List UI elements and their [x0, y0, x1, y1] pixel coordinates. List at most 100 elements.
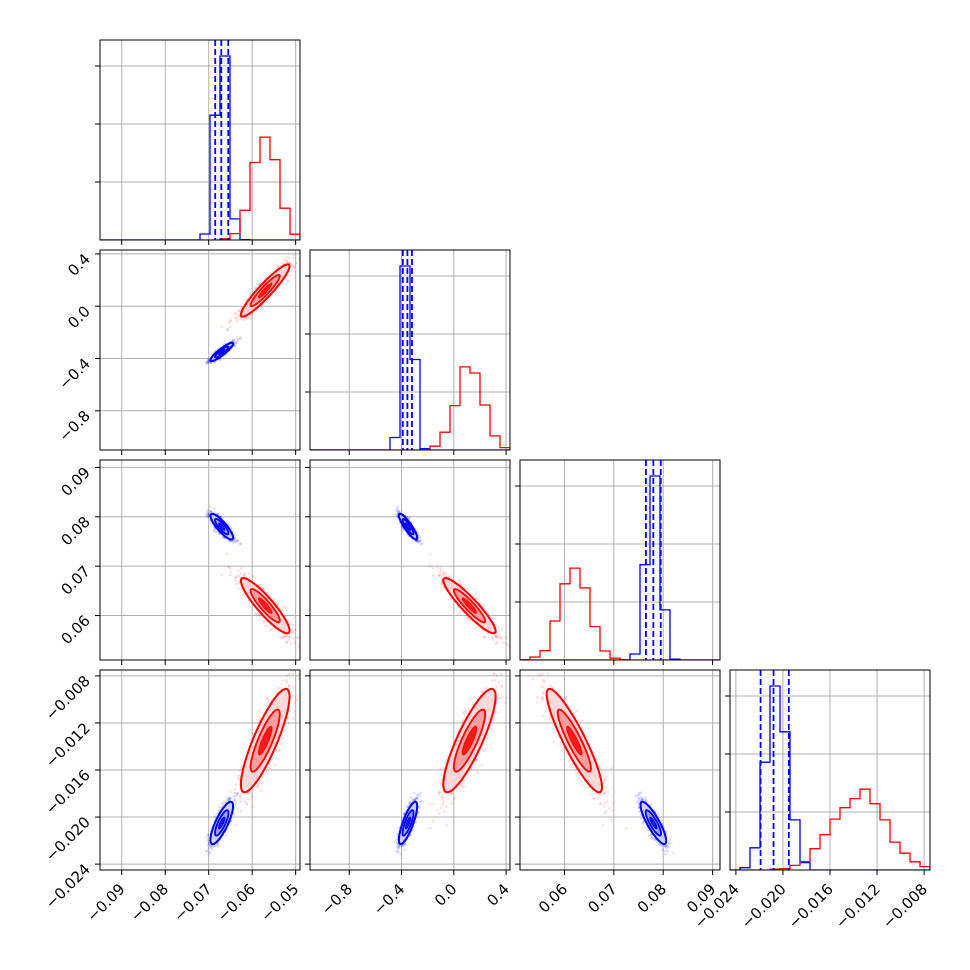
panel-frame [309, 249, 511, 451]
contour-core [218, 348, 226, 355]
scatter-point [495, 636, 499, 639]
scatter-point [258, 613, 261, 617]
scatter-point [495, 635, 498, 638]
scatter-point [213, 527, 216, 531]
scatter-point [395, 513, 399, 516]
scatter-point [281, 635, 285, 638]
scatter-point [220, 573, 223, 577]
scatter-point [227, 523, 231, 527]
scatter-point [243, 573, 246, 576]
scatter-point [397, 509, 401, 513]
scatter-point [237, 574, 241, 578]
scatter-point [220, 515, 223, 519]
panel-content [204, 250, 300, 365]
scatter-point [271, 627, 274, 630]
scatter-point [285, 634, 289, 638]
scatter-point [234, 579, 238, 582]
scatter-point [254, 612, 257, 615]
scatter-point [225, 552, 229, 556]
scatter-point [216, 512, 220, 516]
scatter-point [233, 533, 236, 536]
histogram-series-0 [100, 55, 300, 240]
scatter-point [225, 328, 229, 332]
scatter-point [260, 306, 263, 309]
scatter-point [224, 341, 227, 345]
scatter-point [242, 573, 246, 577]
scatter-point [208, 505, 212, 509]
scatter-point [283, 258, 287, 262]
scatter-point [291, 630, 295, 634]
scatter-point [396, 505, 399, 509]
scatter-point [276, 603, 280, 606]
panel-2-1 [305, 459, 511, 665]
scatter-point [226, 565, 230, 568]
contours-series-0 [209, 341, 234, 363]
scatter-point [247, 572, 250, 575]
scatter-point [210, 510, 214, 514]
scatter-point [419, 538, 423, 542]
scatter-point [495, 631, 499, 635]
scatter-point [236, 337, 240, 341]
scatter-point [213, 361, 216, 365]
scatter-point [297, 645, 300, 649]
scatter-point [289, 635, 292, 639]
scatter-point [441, 583, 444, 586]
scatter-point [237, 309, 241, 312]
scatter-point [234, 316, 238, 319]
scatter-point [207, 359, 210, 362]
scatter-point [282, 605, 286, 609]
scatter-point [290, 265, 293, 269]
scatter-point [283, 634, 286, 637]
panel-frame [99, 459, 301, 661]
scatter-point [285, 641, 289, 644]
scatter-point [233, 344, 236, 348]
scatter-point [293, 253, 297, 256]
scatter-point [289, 262, 293, 266]
scatter-point [492, 638, 495, 642]
scatter-point [218, 358, 222, 362]
scatter-point [248, 293, 252, 296]
scatter-point [288, 638, 291, 642]
scatter-point [229, 567, 232, 570]
scatter-point [234, 583, 238, 586]
scatter-point [207, 358, 210, 361]
scatter-point [287, 273, 291, 277]
scatter-point [229, 325, 232, 329]
scatter-point [263, 620, 267, 623]
scatter-point [220, 536, 224, 539]
scatter-point [291, 617, 295, 620]
scatter-point [214, 531, 218, 534]
scatter-point [238, 337, 242, 341]
scatter-point [500, 627, 504, 631]
scatter-point [222, 537, 226, 540]
scatter-point [232, 541, 235, 545]
scatter-point [207, 358, 210, 361]
scatter-point [258, 584, 262, 587]
scatter-point [207, 514, 210, 518]
gridlines [310, 460, 510, 660]
scatter-point [208, 509, 212, 513]
contour-core [257, 597, 273, 614]
scatter-point [285, 260, 289, 263]
scatter-point [213, 507, 216, 511]
scatter-point [229, 319, 232, 323]
scatter-point [233, 338, 237, 341]
scatter-point [295, 261, 299, 265]
scatter-point [227, 321, 231, 324]
scatter-point [474, 592, 478, 596]
scatter-point [418, 539, 422, 543]
scatter-point [249, 316, 252, 320]
scatter-point [251, 312, 254, 316]
scatter-point [286, 279, 289, 283]
scatter-point [249, 292, 252, 295]
panel-frame [99, 249, 301, 451]
scatter-point [287, 280, 290, 283]
scatter-point [276, 264, 280, 268]
scatter-point [261, 587, 265, 590]
scatter-point [207, 513, 210, 516]
scatter-point [207, 511, 210, 515]
gridlines [100, 40, 300, 240]
scatter-point [205, 360, 208, 364]
scatter-point [285, 255, 289, 259]
